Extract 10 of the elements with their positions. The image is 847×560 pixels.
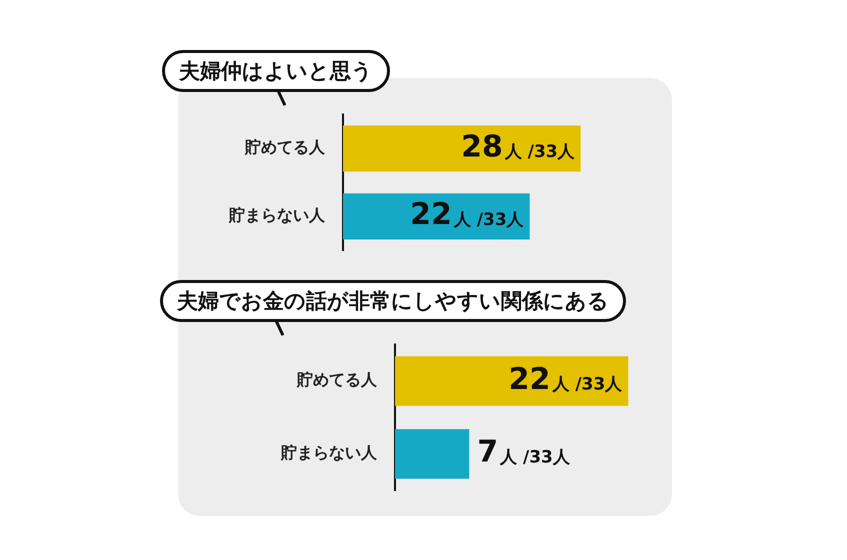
y-tick-label: 貯めてる人: [296, 370, 378, 390]
chart-title: 夫婦仲はよいと思う: [162, 50, 390, 92]
data-label: 28人 /33人: [461, 129, 576, 164]
y-tick-label: 貯まらない人: [280, 443, 378, 462]
y-tick-label: 貯めてる人: [244, 138, 326, 157]
data-label: 7人 /33人: [477, 434, 571, 470]
chart-title: 夫婦でお金の話が非常にしやすい関係にある: [160, 280, 626, 322]
data-label: 22人 /33人: [410, 197, 525, 232]
data-label: 22人 /33人: [508, 362, 624, 397]
y-tick-label: 貯まらない人: [228, 206, 326, 225]
